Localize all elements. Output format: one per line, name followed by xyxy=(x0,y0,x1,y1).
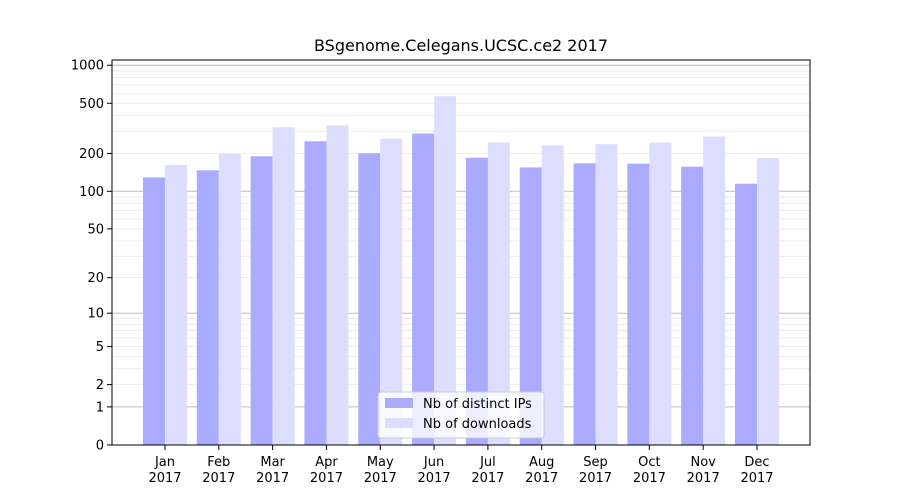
bar-distinct-ips-oct xyxy=(627,163,650,446)
x-tick-label-month: Aug xyxy=(529,455,554,470)
y-tick-label: 500 xyxy=(79,97,104,112)
x-tick-label-month: Mar xyxy=(260,455,285,470)
legend-swatch xyxy=(385,398,413,408)
legend-label: Nb of downloads xyxy=(423,417,532,432)
y-tick-label: 1 xyxy=(96,400,104,415)
x-tick-label-year: 2017 xyxy=(687,471,720,486)
bar-downloads-jun xyxy=(434,96,457,445)
legend-label: Nb of distinct IPs xyxy=(423,397,532,412)
bar-distinct-ips-jan xyxy=(143,177,165,446)
y-tick-label: 2 xyxy=(96,378,104,393)
x-tick-label-month: May xyxy=(367,455,394,470)
x-tick-label-year: 2017 xyxy=(525,471,558,486)
y-tick-label: 1000 xyxy=(71,59,104,74)
bar-downloads-may xyxy=(380,138,403,445)
x-tick-label-month: Jul xyxy=(479,455,496,470)
x-tick-label-month: Jan xyxy=(154,455,175,470)
legend: Nb of distinct IPs Nb of downloads xyxy=(377,391,545,439)
y-tick-label: 200 xyxy=(79,147,104,162)
bar-downloads-dec xyxy=(757,158,779,446)
x-tick-label-year: 2017 xyxy=(310,471,343,486)
x-tick-label-year: 2017 xyxy=(633,471,666,486)
bar-downloads-feb xyxy=(218,154,241,445)
y-tick-label: 100 xyxy=(79,185,104,200)
bar-distinct-ips-aug xyxy=(519,167,542,445)
x-tick-label-year: 2017 xyxy=(202,471,235,486)
bar-distinct-ips-mar xyxy=(250,156,273,445)
bar-distinct-ips-feb xyxy=(196,170,219,446)
x-tick-label-month: Feb xyxy=(207,455,230,470)
x-tick-label-year: 2017 xyxy=(256,471,289,486)
x-tick-label-month: Sep xyxy=(583,455,608,470)
x-axis: Jan2017Feb2017Mar2017Apr2017May2017Jun20… xyxy=(148,445,774,486)
x-tick-label-month: Dec xyxy=(744,455,769,470)
plot-frame xyxy=(111,59,811,446)
bar-downloads-aug xyxy=(541,145,564,445)
x-tick-label-month: Jun xyxy=(423,455,444,470)
bar-downloads-jan xyxy=(165,165,187,446)
x-tick-label-month: Oct xyxy=(638,455,660,470)
x-tick-label-year: 2017 xyxy=(148,471,181,486)
x-tick-label-year: 2017 xyxy=(579,471,612,486)
x-tick-label-year: 2017 xyxy=(740,471,773,486)
y-tick-label: 10 xyxy=(87,307,104,322)
bar-distinct-ips-dec xyxy=(735,183,757,446)
x-tick-label-year: 2017 xyxy=(418,471,451,486)
bar-downloads-oct xyxy=(649,142,672,445)
bar-distinct-ips-sep xyxy=(573,163,596,445)
x-tick-label-year: 2017 xyxy=(471,471,504,486)
y-tick-label: 20 xyxy=(87,271,104,286)
bar-downloads-apr xyxy=(326,125,349,446)
chart-title: BSgenome.Celegans.UCSC.ce2 2017 xyxy=(314,36,608,55)
y-tick-label: 0 xyxy=(96,439,104,454)
bar-distinct-ips-nov xyxy=(681,166,704,445)
y-tick-label: 50 xyxy=(87,222,104,237)
bar-downloads-mar xyxy=(272,127,295,446)
x-tick-label-year: 2017 xyxy=(364,471,397,486)
x-tick-label-month: Nov xyxy=(690,455,716,470)
bar-downloads-sep xyxy=(595,144,618,445)
bars xyxy=(143,96,779,446)
bar-distinct-ips-jun xyxy=(412,133,435,445)
y-axis: 0 1 2 5 10 20 50 100 200 500 1000 xyxy=(71,59,112,454)
bar-downloads-jul xyxy=(487,142,510,445)
bar-distinct-ips-apr xyxy=(304,141,327,445)
x-tick-label-month: Apr xyxy=(315,455,338,470)
y-tick-label: 5 xyxy=(96,340,104,355)
bar-distinct-ips-jul xyxy=(465,157,488,445)
legend-box xyxy=(377,391,545,439)
legend-swatch xyxy=(385,418,413,428)
bar-distinct-ips-may xyxy=(358,153,381,445)
bar-downloads-nov xyxy=(703,136,726,445)
